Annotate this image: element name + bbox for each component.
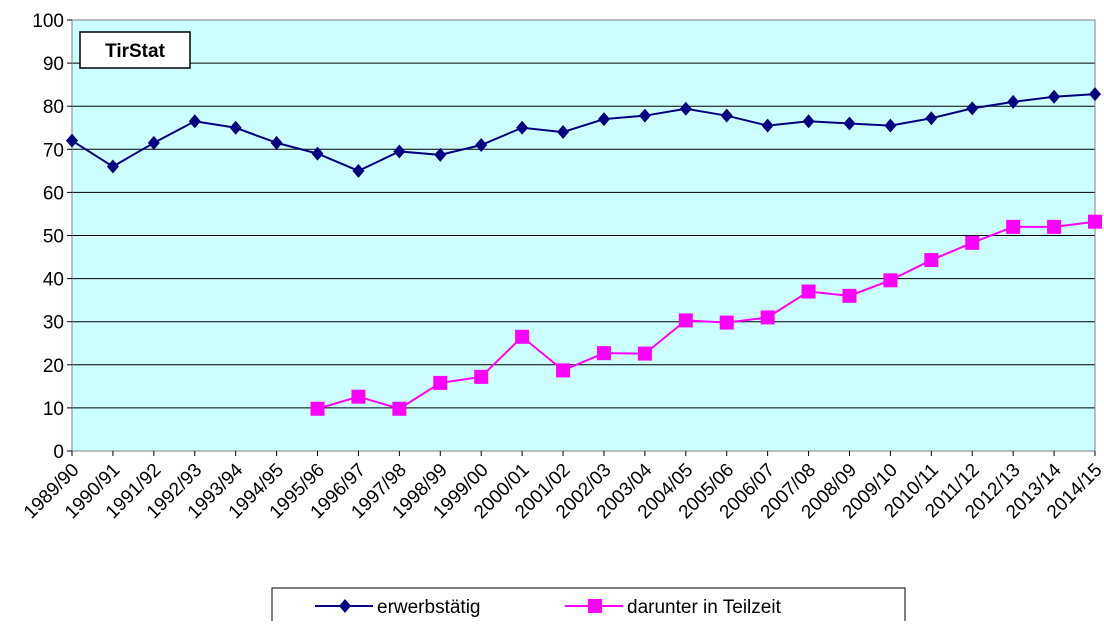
- marker: [1007, 94, 1020, 109]
- marker: [392, 401, 407, 416]
- marker: [843, 116, 856, 131]
- marker: [760, 310, 775, 325]
- series-line: [71, 93, 1096, 172]
- legend-label: darunter in Teilzeit: [627, 597, 782, 618]
- annotation: TirStat: [105, 41, 166, 62]
- marker: [965, 235, 980, 250]
- marker: [474, 369, 489, 384]
- marker: [925, 111, 938, 126]
- marker: [557, 125, 570, 140]
- marker: [1047, 219, 1062, 234]
- y-tick-label: 10: [43, 399, 64, 420]
- marker: [1088, 214, 1102, 229]
- marker: [475, 137, 488, 152]
- marker: [229, 120, 242, 135]
- y-tick-label: 60: [43, 183, 64, 204]
- marker: [597, 112, 610, 127]
- marker: [596, 346, 611, 361]
- marker: [842, 288, 857, 303]
- marker: [556, 363, 571, 378]
- annotation-box: [79, 31, 191, 69]
- y-tick-label: 20: [43, 356, 64, 377]
- marker: [311, 146, 324, 161]
- marker: [147, 135, 160, 150]
- legend-label: erwerbstätig: [377, 597, 481, 618]
- marker: [434, 147, 447, 162]
- marker: [884, 118, 897, 133]
- marker: [515, 329, 530, 344]
- y-tick-label: 70: [43, 140, 64, 161]
- y-tick-label: 40: [43, 270, 64, 291]
- marker: [679, 101, 692, 116]
- y-tick-label: 0: [53, 442, 64, 463]
- y-tick-label: 50: [43, 227, 64, 248]
- marker: [966, 101, 979, 116]
- marker: [1048, 89, 1061, 104]
- y-tick-label: 100: [32, 11, 64, 32]
- y-tick-label: 90: [43, 54, 64, 75]
- marker: [393, 144, 406, 159]
- marker: [351, 389, 366, 404]
- marker: [719, 315, 734, 330]
- y-tick-label: 80: [43, 97, 64, 118]
- legend-marker: [339, 599, 351, 613]
- marker: [66, 133, 78, 148]
- marker: [638, 108, 651, 123]
- marker: [801, 284, 816, 299]
- marker: [802, 114, 815, 129]
- marker: [678, 313, 693, 328]
- marker: [310, 401, 325, 416]
- marker: [1006, 219, 1021, 234]
- marker: [761, 118, 774, 133]
- legend-marker: [588, 599, 602, 613]
- marker: [1089, 87, 1101, 102]
- marker: [270, 135, 283, 150]
- marker: [883, 273, 898, 288]
- marker: [637, 346, 652, 361]
- marker: [106, 159, 119, 174]
- marker: [188, 114, 201, 129]
- marker: [433, 375, 448, 390]
- marker: [924, 253, 939, 268]
- marker: [516, 120, 529, 135]
- marker: [720, 108, 733, 123]
- y-tick-label: 30: [43, 313, 64, 334]
- marker: [352, 163, 365, 178]
